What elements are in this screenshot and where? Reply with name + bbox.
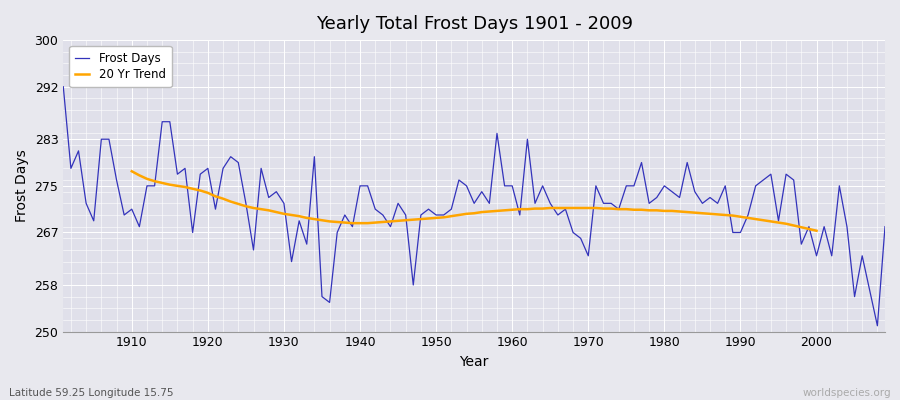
- Frost Days: [286, 259, 297, 264]
- Title: Yearly Total Frost Days 1901 - 2009: Yearly Total Frost Days 1901 - 2009: [316, 15, 633, 33]
- Line: Frost Days: Frost Days: [63, 87, 885, 326]
- Frost Days: [332, 230, 343, 235]
- Frost Days: [879, 224, 890, 229]
- Frost Days: [500, 184, 510, 188]
- Frost Days: [507, 184, 517, 188]
- 20 Yr Trend: [286, 212, 297, 217]
- Y-axis label: Frost Days: Frost Days: [15, 150, 29, 222]
- Line: 20 Yr Trend: 20 Yr Trend: [131, 171, 816, 231]
- Frost Days: [872, 323, 883, 328]
- Text: Latitude 59.25 Longitude 15.75: Latitude 59.25 Longitude 15.75: [9, 388, 174, 398]
- X-axis label: Year: Year: [460, 355, 489, 369]
- Frost Days: [598, 201, 609, 206]
- 20 Yr Trend: [811, 228, 822, 233]
- Legend: Frost Days, 20 Yr Trend: Frost Days, 20 Yr Trend: [69, 46, 172, 87]
- 20 Yr Trend: [788, 223, 799, 228]
- Frost Days: [58, 84, 68, 89]
- 20 Yr Trend: [302, 216, 312, 220]
- Frost Days: [119, 212, 130, 217]
- Text: worldspecies.org: worldspecies.org: [803, 388, 891, 398]
- 20 Yr Trend: [126, 169, 137, 174]
- 20 Yr Trend: [705, 212, 716, 216]
- 20 Yr Trend: [210, 194, 220, 199]
- 20 Yr Trend: [796, 225, 806, 230]
